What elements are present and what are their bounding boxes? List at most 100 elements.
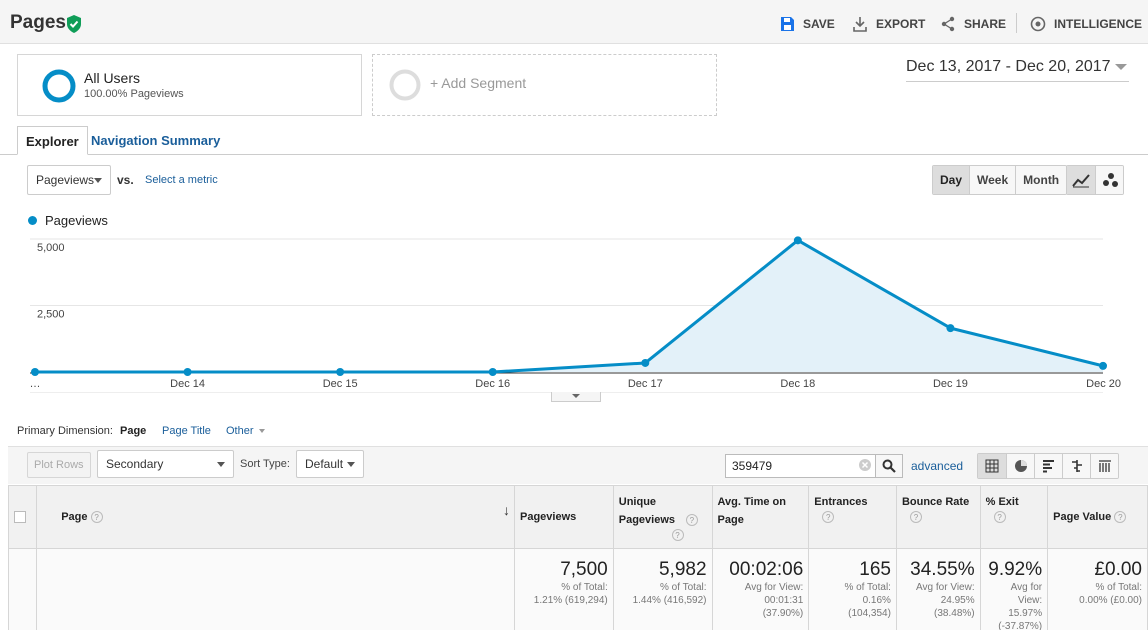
total-line: 15.97% [1008,608,1043,619]
top-bar [0,0,1148,44]
help-icon[interactable]: ? [671,529,684,541]
help-icon[interactable]: ? [909,511,922,523]
total-avg-time: 00:02:06 Avg for View: 00:01:31 (37.90%) [711,548,810,630]
share-button[interactable]: SHARE [940,16,1006,32]
total-line: (104,354) [848,608,891,619]
line-chart-button[interactable] [1067,166,1095,194]
help-icon[interactable]: ? [1114,511,1127,523]
toolbar-divider [1016,13,1017,33]
tab-explorer[interactable]: Explorer [17,126,88,155]
data-point [793,236,802,245]
total-line: % of Total: [1095,582,1142,593]
col-bounce-rate-label: Bounce Rate [901,496,970,508]
segment-all-users[interactable]: All Users 100.00% Pageviews [17,54,362,116]
segment-subtitle: 100.00% Pageviews [84,88,184,100]
x-tick-label: … [30,378,41,390]
line-chart-icon [1072,174,1090,188]
advanced-search-link[interactable]: advanced [911,459,964,473]
export-button[interactable]: EXPORT [852,16,925,32]
percentage-view-button[interactable] [1006,454,1034,478]
date-range-picker[interactable]: Dec 13, 2017 - Dec 20, 2017 [906,58,1129,82]
col-unique-pageviews[interactable]: Unique Pageviews ? [612,485,713,549]
total-line: % of Total: [561,582,608,593]
empty-donut-icon [389,69,421,101]
help-icon[interactable]: ? [90,511,103,523]
add-segment-label: + Add Segment [430,75,527,91]
dimension-page-title[interactable]: Page Title [162,425,211,437]
motion-chart-button[interactable] [1095,166,1123,194]
secondary-dimension-dropdown[interactable]: Secondary dimension [97,450,234,497]
page-title: Pages [10,12,66,33]
pageviews-chart: 5,000 2,500 … Dec 14 Dec 15 Dec 16 Dec 17 Dec 1… [30,236,1121,393]
data-point [336,368,345,376]
total-value: 9.92% [988,559,1043,580]
save-label: SAVE [803,17,835,31]
total-line: 0.16% [862,595,891,606]
dimension-other[interactable]: Other [226,425,265,437]
total-bounce-rate: 34.55% Avg for View: 24.95% (38.48%) [895,548,981,630]
date-range-label: Dec 13, 2017 - Dec 20, 2017 [906,58,1111,75]
col-page[interactable]: Page ? ↓ [36,485,515,549]
total-value: 34.55% [910,559,975,580]
col-bounce-rate[interactable]: Bounce Rate ? [895,485,981,549]
day-button[interactable]: Day [933,166,970,194]
metric-dropdown[interactable]: Pageviews [27,165,111,195]
sort-type-value: Default [305,457,344,471]
save-button[interactable]: SAVE [779,16,835,32]
search-button[interactable] [875,454,903,478]
y-tick-label: 2,500 [37,309,65,321]
total-line: Avg for [1010,582,1043,593]
total-exit: 9.92% Avg for View: 15.97% (-37.87%) [979,548,1049,630]
chart-type-toggle [1066,165,1124,195]
comparison-view-button[interactable] [1062,454,1090,478]
help-icon[interactable]: ? [685,514,698,526]
help-icon[interactable]: ? [822,511,835,523]
total-line: (-37.87%) [998,621,1043,630]
pie-chart-icon [1014,460,1027,472]
intelligence-button[interactable]: INTELLIGENCE [1030,16,1142,32]
total-line: (38.48%) [934,608,975,619]
bubble-chart-icon [1102,173,1118,187]
week-button[interactable]: Week [969,166,1016,194]
data-view-button[interactable] [978,454,1006,478]
month-button[interactable]: Month [1015,166,1067,194]
pivot-view-button[interactable] [1090,454,1118,478]
metric-selected: Pageviews [36,173,95,187]
col-pageviews-label: Pageviews [519,511,577,523]
col-avg-time[interactable]: Avg. Time on Page ? [671,485,810,549]
caret-down-icon [347,462,355,467]
data-table: Page ? ↓ Pageviews Unique Pageviews ? Av… [7,485,1148,630]
chart-collapse-handle[interactable] [551,392,601,402]
table-view-toggle [977,453,1119,479]
share-label: SHARE [964,17,1007,31]
col-entrances[interactable]: Entrances ? [808,485,897,549]
dimension-page[interactable]: Page [120,425,147,437]
help-icon[interactable]: ? [993,511,1006,523]
total-line: 1.44% (416,592) [632,595,707,606]
add-segment-button[interactable]: + Add Segment [372,54,717,116]
totals-label-cell [36,548,515,630]
col-unique-pageviews-label: Unique Pageviews [618,496,676,526]
total-line: % of Total: [844,582,891,593]
total-value: £0.00 [1094,559,1142,580]
total-pageviews: 7,500 % of Total: 1.21% (619,294) [513,548,614,630]
table-search-input[interactable]: 359479 [725,454,876,478]
performance-view-button[interactable] [1034,454,1062,478]
data-point [641,358,650,367]
select-all-checkbox[interactable] [14,511,26,523]
select-metric-link[interactable]: Select a metric [145,174,218,186]
col-page-value[interactable]: Page Value ? [1047,485,1148,549]
clear-search-icon[interactable] [858,458,872,472]
chevron-down-icon [1115,64,1127,70]
tab-navigation-summary[interactable]: Navigation Summary [91,133,221,148]
total-line: Avg for View: [916,582,975,593]
total-line: 00:01:31 [764,595,804,606]
col-exit[interactable]: % Exit ? [979,485,1049,549]
dimension-other-label: Other [226,425,254,437]
share-icon [941,16,955,32]
plot-rows-button[interactable]: Plot Rows [27,452,91,478]
total-value: 00:02:06 [729,559,804,580]
sort-type-dropdown[interactable]: Default [296,450,364,478]
total-line: 1.21% (619,294) [533,595,608,606]
col-pageviews[interactable]: Pageviews [513,485,614,549]
